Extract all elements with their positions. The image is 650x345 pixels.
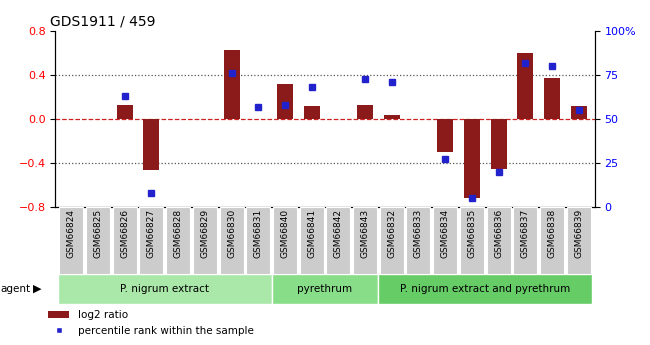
FancyBboxPatch shape [246, 207, 270, 274]
FancyBboxPatch shape [406, 207, 430, 274]
Text: GSM66837: GSM66837 [521, 209, 530, 258]
Text: P. nigrum extract: P. nigrum extract [120, 284, 209, 294]
Text: GSM66827: GSM66827 [147, 209, 156, 258]
FancyBboxPatch shape [139, 207, 163, 274]
Text: agent: agent [1, 284, 31, 294]
Text: GSM66828: GSM66828 [174, 209, 183, 258]
Text: ▶: ▶ [33, 284, 42, 294]
FancyBboxPatch shape [353, 207, 377, 274]
FancyBboxPatch shape [460, 207, 484, 274]
FancyBboxPatch shape [166, 207, 190, 274]
Bar [464, 119, 480, 198]
Text: GSM66832: GSM66832 [387, 209, 396, 258]
Text: GDS1911 / 459: GDS1911 / 459 [50, 14, 155, 29]
FancyBboxPatch shape [59, 207, 83, 274]
Bar [224, 50, 240, 119]
FancyBboxPatch shape [567, 207, 591, 274]
Text: GSM66840: GSM66840 [280, 209, 289, 258]
FancyBboxPatch shape [112, 207, 136, 274]
FancyBboxPatch shape [300, 207, 324, 274]
Text: GSM66830: GSM66830 [227, 209, 236, 258]
Text: GSM66841: GSM66841 [307, 209, 316, 258]
Bar [491, 119, 506, 168]
Text: GSM66836: GSM66836 [494, 209, 503, 258]
Text: GSM66834: GSM66834 [441, 209, 450, 258]
Text: GSM66831: GSM66831 [254, 209, 263, 258]
FancyBboxPatch shape [273, 207, 297, 274]
FancyBboxPatch shape [540, 207, 564, 274]
FancyBboxPatch shape [378, 274, 592, 304]
Legend: log2 ratio, percentile rank within the sample: log2 ratio, percentile rank within the s… [44, 306, 257, 340]
Text: GSM66825: GSM66825 [94, 209, 103, 258]
Text: GSM66835: GSM66835 [467, 209, 476, 258]
FancyBboxPatch shape [86, 207, 110, 274]
Text: GSM66842: GSM66842 [334, 209, 343, 258]
FancyBboxPatch shape [193, 207, 217, 274]
Text: GSM66829: GSM66829 [200, 209, 209, 258]
Text: GSM66824: GSM66824 [67, 209, 76, 258]
FancyBboxPatch shape [220, 207, 244, 274]
Bar [277, 84, 293, 119]
FancyBboxPatch shape [272, 274, 378, 304]
Text: GSM66839: GSM66839 [574, 209, 583, 258]
Text: GSM66838: GSM66838 [547, 209, 556, 258]
Text: GSM66833: GSM66833 [414, 209, 423, 258]
FancyBboxPatch shape [326, 207, 350, 274]
Bar [544, 78, 560, 119]
Bar [571, 106, 587, 119]
Bar [117, 105, 133, 119]
Text: pyrethrum: pyrethrum [298, 284, 352, 294]
Bar [517, 53, 533, 119]
Text: P. nigrum extract and pyrethrum: P. nigrum extract and pyrethrum [400, 284, 570, 294]
FancyBboxPatch shape [487, 207, 511, 274]
FancyBboxPatch shape [380, 207, 404, 274]
FancyBboxPatch shape [514, 207, 538, 274]
Bar [384, 115, 400, 119]
FancyBboxPatch shape [58, 274, 272, 304]
Bar [304, 106, 320, 119]
Text: GSM66826: GSM66826 [120, 209, 129, 258]
Bar [437, 119, 453, 152]
Bar [357, 105, 373, 119]
Bar [144, 119, 159, 170]
Text: GSM66843: GSM66843 [361, 209, 370, 258]
FancyBboxPatch shape [433, 207, 457, 274]
